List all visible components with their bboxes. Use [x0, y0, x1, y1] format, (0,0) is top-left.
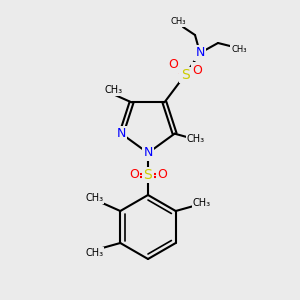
Text: CH₃: CH₃: [170, 17, 186, 26]
Text: CH₃: CH₃: [104, 85, 123, 95]
Text: O: O: [129, 169, 139, 182]
Text: CH₃: CH₃: [187, 134, 205, 144]
Text: CH₃: CH₃: [193, 198, 211, 208]
Text: O: O: [192, 64, 202, 76]
Text: O: O: [168, 58, 178, 71]
Text: CH₃: CH₃: [85, 248, 103, 258]
Text: CH₃: CH₃: [231, 46, 247, 55]
Text: N: N: [117, 127, 126, 140]
Text: S: S: [144, 168, 152, 182]
Text: O: O: [157, 169, 167, 182]
Text: N: N: [143, 146, 153, 160]
Text: N: N: [195, 46, 205, 59]
Text: CH₃: CH₃: [85, 193, 103, 203]
Text: S: S: [181, 68, 189, 82]
